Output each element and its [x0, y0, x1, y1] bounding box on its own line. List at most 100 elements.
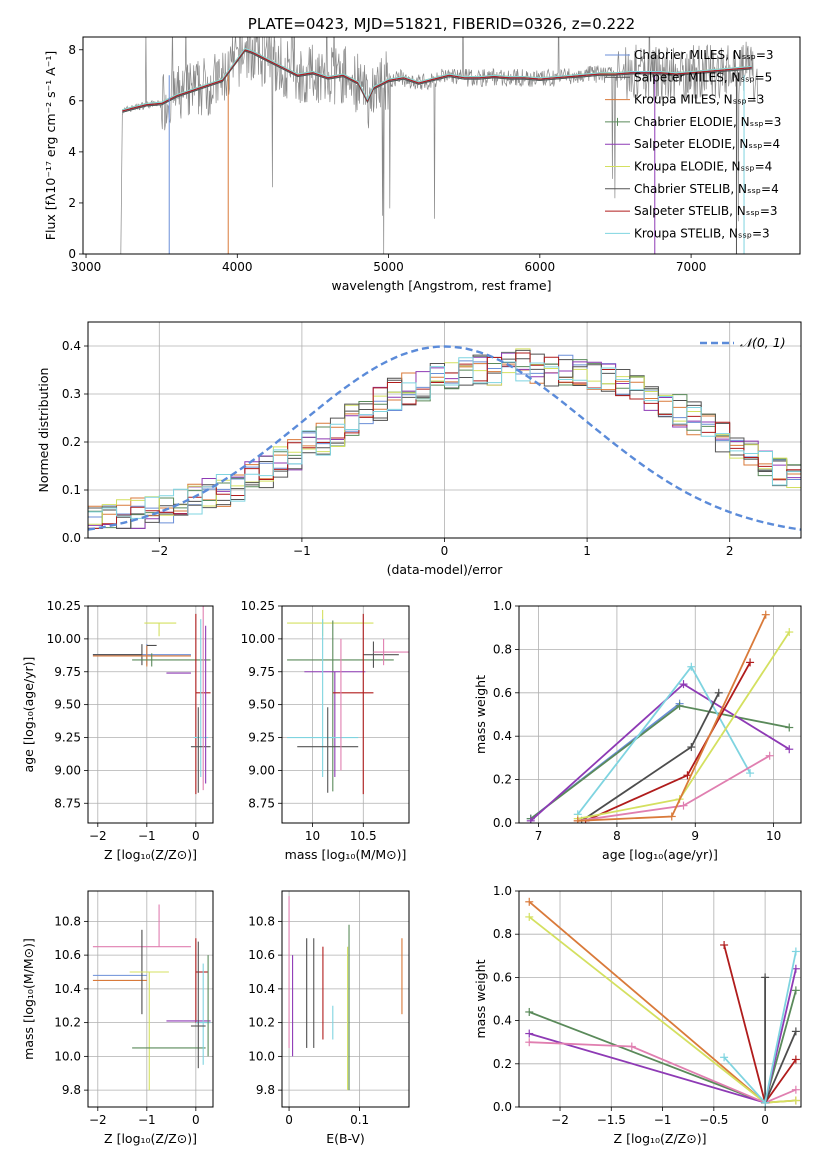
age_vs_mass-xlabel: mass [log₁₀(M/M⊙)] [285, 847, 407, 862]
spectrum-xtick-label: 5000 [373, 260, 404, 274]
age_vs_mass-xtick-label: 10 [305, 829, 320, 843]
mass_vs_Z-frame [87, 890, 214, 1108]
age_vs_Z-xtick-label: −2 [89, 829, 107, 843]
age_vs_mass-ytick-label: 9.25 [248, 731, 275, 745]
spectrum-ytick-label: 2 [68, 196, 76, 210]
weight_vs_age-series-3 [577, 665, 751, 815]
weight_vs_age-plot [526, 610, 794, 823]
mass_vs_ebv-ytick-label: 10.0 [248, 1049, 275, 1063]
age_vs_Z-xlabel: Z [log₁₀(Z/Z⊙)] [104, 847, 197, 862]
residuals-ytick-label: 0.2 [62, 435, 81, 449]
mass_vs_ebv-plot [288, 896, 403, 1091]
legend-label: Salpeter STELIB, Nₛₛₚ=3 [634, 204, 778, 218]
weight_vs_Z-ytick-label: 0.4 [493, 1014, 512, 1028]
age_vs_Z-plot [92, 606, 211, 795]
mass_vs_ebv-ytick-label: 9.8 [256, 1083, 275, 1097]
weight_vs_age-ytick-label: 0.0 [493, 816, 512, 830]
weight_vs_age-ytick-label: 0.8 [493, 642, 512, 656]
weight_vs_age-xtick-label: 9 [691, 829, 699, 843]
age_vs_mass-ytick-label: 9.00 [248, 763, 275, 777]
weight_vs_age-ytick-label: 0.2 [493, 773, 512, 787]
spectrum-ytick-label: 0 [68, 247, 76, 261]
weight_vs_age-xtick-label: 8 [613, 829, 621, 843]
residuals-xtick-label: −2 [150, 544, 168, 558]
weight_vs_age-frame [518, 605, 802, 824]
residuals-xtick-label: 1 [583, 544, 591, 558]
age_vs_mass-frame [281, 605, 410, 824]
age_vs_Z-ytick-label: 10.25 [47, 599, 81, 613]
weight_vs_age-xtick-label: 10 [766, 829, 781, 843]
residual-hist-7 [88, 352, 801, 538]
residuals-ylabel: Normed distribution [36, 368, 51, 493]
mass_vs_ebv-xtick-label: 0.1 [350, 1113, 369, 1127]
weight_vs_age-series-1 [530, 704, 790, 820]
legend-label: Salpeter ELODIE, Nₛₛₚ=4 [634, 137, 780, 151]
legend-label: Chabrier ELODIE, Nₛₛₚ=3 [634, 115, 781, 129]
mass_vs_Z-ytick-label: 10.0 [54, 1049, 81, 1063]
residuals-ytick-label: 0.0 [62, 531, 81, 545]
mass_vs_Z-ytick-label: 10.2 [54, 1016, 81, 1030]
spectrum-plot [120, 37, 758, 254]
residuals-xtick-label: 2 [726, 544, 734, 558]
mass_vs_ebv-ytick-label: 10.4 [248, 982, 275, 996]
observed-spectrum [120, 37, 758, 254]
mass_vs_ebv-xtick-label: 0 [285, 1113, 293, 1127]
mass_vs_Z-xtick-label: −1 [138, 1113, 156, 1127]
weight_vs_age-xlabel: age [log₁₀(age/yr)] [602, 847, 718, 862]
spectrum-xtick-label: 6000 [525, 260, 556, 274]
weight_vs_age-ytick-label: 1.0 [493, 599, 512, 613]
residual-hist-3 [88, 351, 801, 538]
age_vs_Z-ytick-label: 8.75 [54, 796, 81, 810]
weight_vs_Z-plot [525, 897, 800, 1107]
mass_vs_ebv-frame [281, 890, 410, 1108]
residuals-ytick-label: 0.1 [62, 483, 81, 497]
residual-hist-0 [88, 354, 801, 538]
mass_vs_Z-xtick-label: 0 [192, 1113, 200, 1127]
residual-hist-5 [88, 348, 801, 538]
mass_vs_Z-axes [84, 891, 213, 1111]
residuals-frame [87, 321, 802, 539]
age_vs_mass-ytick-label: 10.00 [241, 632, 275, 646]
legend-label: Chabrier MILES, Nₛₛₚ=3 [634, 48, 774, 62]
mass_vs_ebv-axes [278, 891, 409, 1111]
residuals-legend-label: 𝒩(0, 1) [740, 335, 786, 350]
weight_vs_Z-xtick-label: −2 [551, 1113, 569, 1127]
age_vs_Z-ytick-label: 9.50 [54, 698, 81, 712]
weight_vs_Z-ytick-label: 0.2 [493, 1057, 512, 1071]
residual-hist-4 [88, 352, 801, 538]
mass_vs_Z-ylabel: mass [log₁₀(M/M⊙)] [21, 938, 36, 1060]
mass_vs_Z-ytick-label: 9.8 [62, 1083, 81, 1097]
normal-fit-curve [88, 345, 801, 531]
weight_vs_Z-xtick-label: 0 [761, 1113, 769, 1127]
weight_vs_Z-ytick-label: 0.8 [493, 927, 512, 941]
residuals-ytick-label: 0.4 [62, 339, 81, 353]
age_vs_Z-xtick-label: 0 [192, 829, 200, 843]
legend-label: Salpeter MILES, Nₛₛₚ=5 [634, 70, 772, 84]
legend-label: Kroupa MILES, Nₛₛₚ=3 [634, 93, 764, 107]
age_vs_mass-ytick-label: 8.75 [248, 796, 275, 810]
age_vs_mass-ytick-label: 10.25 [241, 599, 275, 613]
age_vs_Z-ytick-label: 9.75 [54, 665, 81, 679]
spectrum-xtick-label: 4000 [222, 260, 253, 274]
mass_vs_Z-ytick-label: 10.8 [54, 914, 81, 928]
spectrum-xlabel: wavelength [Angstrom, rest frame] [331, 278, 551, 293]
weight_vs_Z-ylabel: mass weight [473, 959, 488, 1038]
mass_vs_ebv-xlabel: E(B-V) [326, 1131, 365, 1146]
mass_vs_ebv-ytick-label: 10.2 [248, 1016, 275, 1030]
mass_vs_Z-xlabel: Z [log₁₀(Z/Z⊙)] [104, 1131, 197, 1146]
residuals-axes [84, 322, 801, 542]
age_vs_Z-axes [84, 605, 213, 827]
spectrum-ytick-label: 4 [68, 145, 76, 159]
age_vs_mass-xtick-label: 10.5 [350, 829, 377, 843]
model-spectrum-7 [122, 49, 752, 112]
weight_vs_Z-series-4 [529, 1041, 797, 1104]
weight_vs_Z-xlabel: Z [log₁₀(Z/Z⊙)] [614, 1131, 707, 1146]
residual-hist-8 [88, 357, 801, 538]
weight_vs_Z-ytick-label: 1.0 [493, 884, 512, 898]
weight_vs_Z-ytick-label: 0.6 [493, 970, 512, 984]
spectrum-xtick-label: 7000 [676, 260, 707, 274]
mass_vs_Z-ytick-label: 10.4 [54, 982, 81, 996]
residuals-plot [88, 345, 801, 538]
age_vs_mass-ytick-label: 9.50 [248, 698, 275, 712]
weight_vs_age-xtick-label: 7 [535, 829, 543, 843]
